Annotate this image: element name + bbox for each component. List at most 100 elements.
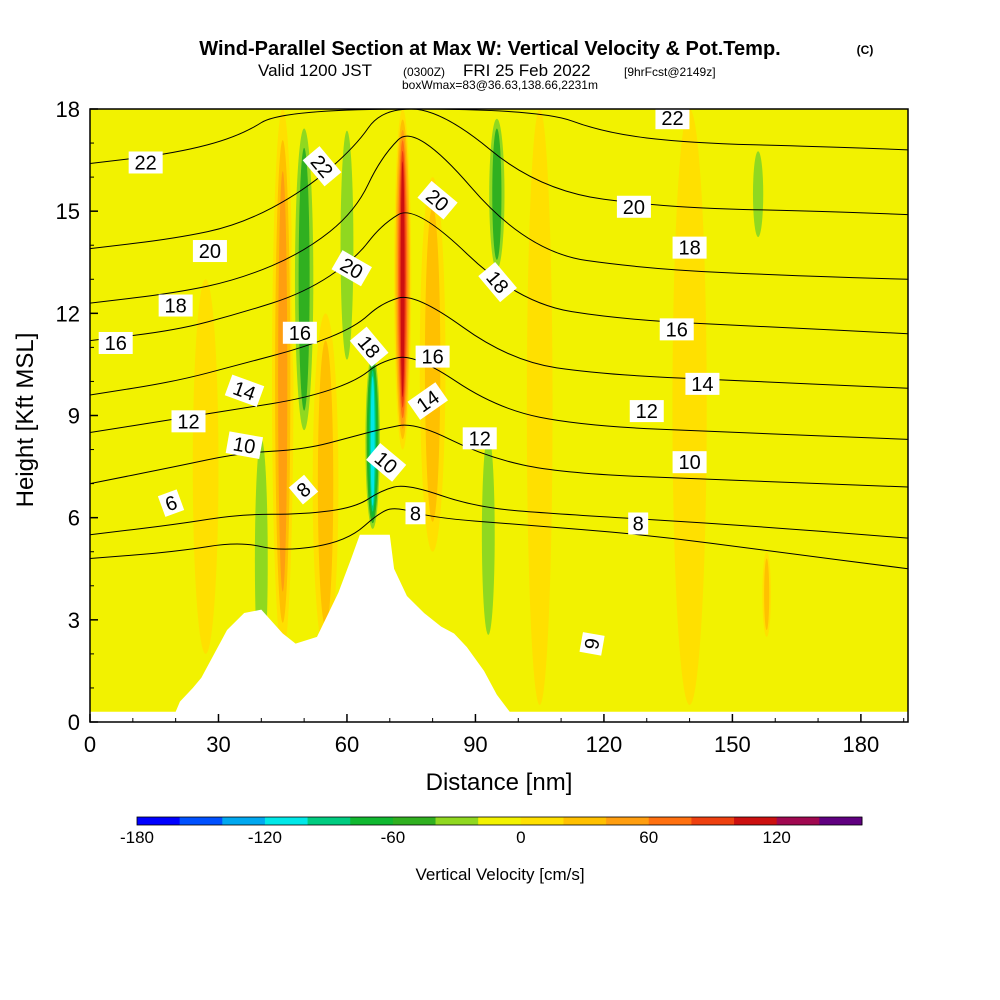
y-tick-label: 6	[68, 506, 80, 531]
colorbar-swatch	[350, 817, 394, 825]
velocity-band	[291, 109, 317, 450]
contour-label-bg	[628, 512, 649, 535]
contour-label-bg	[349, 326, 389, 367]
x-tick-label: 150	[714, 732, 751, 757]
y-tick-label: 12	[56, 301, 80, 326]
contour-label-text: 10	[231, 433, 257, 459]
contour-label-text: 18	[165, 296, 187, 318]
contour-label: 14	[685, 372, 720, 396]
colorbar-tick-label: -60	[381, 828, 406, 847]
contour-label: 22	[655, 108, 690, 130]
velocity-band	[749, 143, 767, 246]
contour-label-bg	[158, 294, 193, 317]
colorbar-swatch	[137, 817, 181, 825]
y-axis-title: Height [Kft MSL]	[12, 333, 39, 508]
x-axis-title: Distance [nm]	[426, 769, 573, 796]
contour-label-text: 20	[199, 241, 221, 263]
velocity-band	[192, 279, 219, 654]
y-tick-label: 9	[68, 404, 80, 429]
contour-label-text: 12	[469, 428, 491, 450]
colorbar-title: Vertical Velocity [cm/s]	[415, 865, 584, 884]
colorbar-ticks: -180 -120 -60 0 60 120	[120, 828, 791, 847]
contour-label-bg	[462, 427, 497, 450]
velocity-band	[526, 109, 553, 705]
x-axis: 0 30 60 90 120 150 180	[84, 714, 905, 757]
contour-label: 18	[158, 294, 193, 318]
colorbar-swatch	[179, 817, 223, 825]
contour-label-bg	[98, 331, 133, 354]
velocity-contour	[298, 147, 310, 411]
x-tick-label: 0	[84, 732, 96, 757]
contour-label-bg	[478, 261, 517, 303]
contour-label: 20	[192, 240, 227, 263]
contour-label: 10	[225, 431, 264, 459]
terrain	[90, 534, 908, 722]
contour-label-text: 16	[289, 323, 311, 345]
contour-label-text: 16	[421, 347, 443, 369]
contour-label: 8	[628, 512, 649, 535]
y-tick-label: 15	[56, 199, 80, 224]
contour-label-text: 8	[410, 503, 421, 525]
velocity-band	[336, 109, 358, 382]
colorbar-tick-label: 120	[763, 828, 791, 847]
y-tick-label: 18	[56, 97, 80, 122]
x-tick-label: 120	[586, 732, 623, 757]
contour-label-bg	[415, 345, 450, 368]
velocity-band	[672, 109, 707, 705]
contour-label: 6	[579, 632, 605, 656]
velocity-contour	[672, 109, 707, 705]
colorbar-tick-label: 60	[639, 828, 658, 847]
contour-label-bg	[579, 632, 605, 656]
colorbar-swatch	[819, 817, 863, 825]
contour-label-text: 10	[678, 452, 700, 474]
velocity-contour	[317, 340, 334, 627]
terrain-layer	[90, 534, 908, 722]
contour-label-bg	[302, 146, 342, 187]
colorbar-swatch	[478, 817, 522, 825]
contour-label-bg	[171, 410, 206, 433]
velocity-contour	[492, 128, 502, 260]
velocity-band	[477, 415, 499, 654]
colorbar-swatch	[435, 817, 479, 825]
contour-label-text: 22	[661, 108, 683, 130]
x-tick-label: 90	[463, 732, 487, 757]
box-info: boxWmax=83@36.63,138.66,2231m	[402, 78, 598, 92]
contour-label: 12	[171, 410, 206, 433]
y-axis: 0 3 6 9 12 15 18	[56, 97, 98, 735]
velocity-contour	[400, 161, 405, 398]
velocity-contour	[764, 558, 770, 631]
subtitle-valid: Valid 1200 JST	[258, 61, 372, 80]
velocity-contour	[481, 434, 495, 635]
colorbar-swatch	[691, 817, 735, 825]
velocity-contour	[526, 109, 553, 705]
contour-label-text: 8	[633, 513, 644, 535]
contour-label-bg	[659, 318, 694, 341]
velocity-band	[586, 483, 604, 586]
velocity-band	[272, 109, 294, 654]
colorbar-swatch	[264, 817, 309, 825]
colorbar	[136, 816, 863, 826]
contour-label: 18	[672, 236, 707, 260]
velocity-contour	[278, 171, 288, 592]
contour-label-text: 6	[579, 636, 603, 651]
contour-label-text: 20	[623, 197, 645, 219]
contour-label: 20	[616, 195, 651, 219]
contour-label-bg	[331, 250, 372, 287]
isentrope-line	[90, 212, 908, 342]
contour-label-text: 14	[691, 374, 713, 396]
velocity-band	[762, 551, 771, 637]
colorbar-tick-label: 0	[516, 828, 525, 847]
contour-label: 12	[629, 400, 664, 423]
subtitle-utc: (0300Z)	[403, 65, 445, 79]
contour-label-bg	[616, 195, 651, 218]
colorbar-swatch	[563, 817, 607, 825]
colorbar-swatch	[734, 817, 778, 825]
contour-label-bg	[224, 374, 265, 407]
velocity-band	[394, 109, 412, 450]
isentrope-line	[90, 296, 908, 396]
velocity-contour	[192, 279, 219, 654]
velocity-band	[364, 347, 382, 535]
velocity-band	[486, 109, 508, 280]
velocity-band	[312, 313, 339, 654]
